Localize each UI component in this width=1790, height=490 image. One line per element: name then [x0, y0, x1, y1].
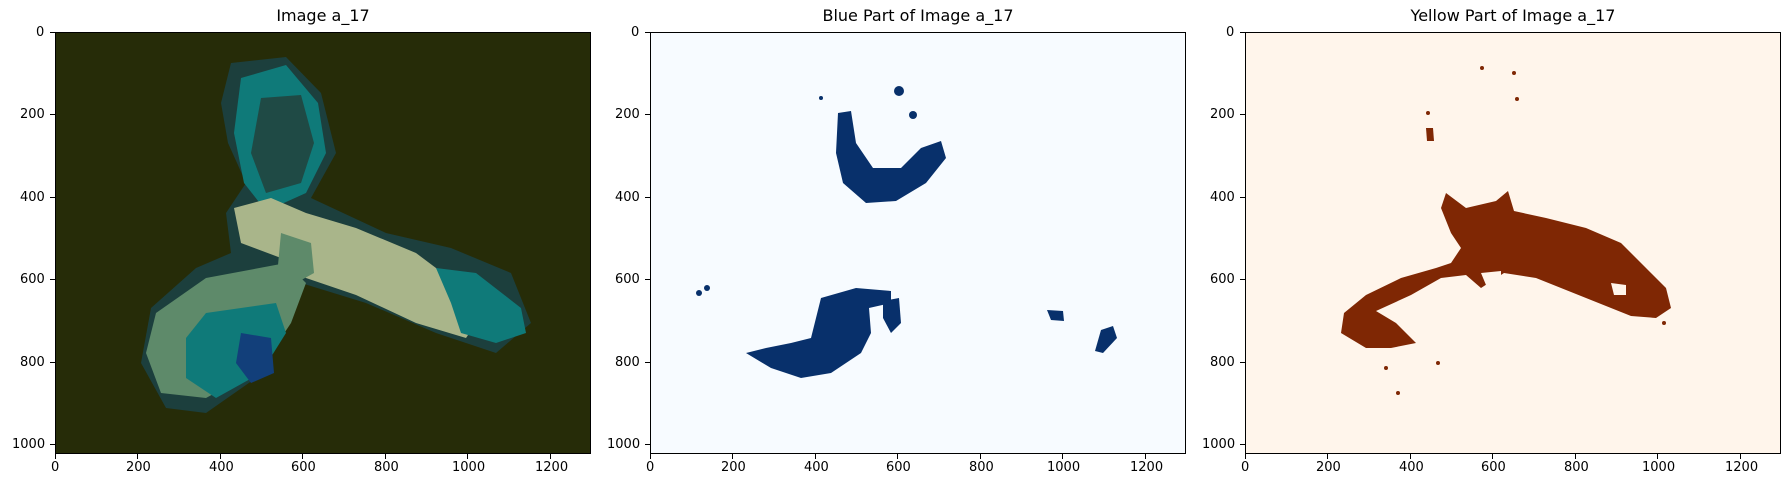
- x-tick-label: 1200: [1725, 460, 1759, 475]
- x-tick-label: 600: [291, 460, 316, 475]
- x-tick-mark: [550, 454, 551, 459]
- x-tick-label: 1200: [1130, 460, 1164, 475]
- x-tick-mark: [1740, 454, 1741, 459]
- y-tick-label: 0: [36, 25, 45, 40]
- y-tick-mark: [50, 444, 55, 445]
- x-tick-label: 800: [969, 460, 994, 475]
- x-tick-mark: [1245, 454, 1246, 459]
- x-tick-mark: [55, 454, 56, 459]
- x-tick-label: 200: [721, 460, 746, 475]
- x-tick-label: 600: [1481, 460, 1506, 475]
- y-tick-mark: [50, 197, 55, 198]
- y-tick-label: 1000: [1202, 437, 1236, 452]
- x-tick-label: 1000: [1642, 460, 1676, 475]
- x-tick-mark: [137, 454, 138, 459]
- x-tick-label: 400: [1399, 460, 1424, 475]
- y-tick-label: 200: [20, 107, 45, 122]
- x-tick-mark: [732, 454, 733, 459]
- y-tick-mark: [1240, 197, 1245, 198]
- y-tick-label: 400: [1210, 190, 1235, 205]
- y-tick-mark: [50, 114, 55, 115]
- y-tick-label: 400: [20, 190, 45, 205]
- y-tick-label: 400: [615, 190, 640, 205]
- y-tick-mark: [50, 32, 55, 33]
- x-tick-mark: [467, 454, 468, 459]
- panel-original-image: Image a_17 0 200 400 600 800 100: [0, 0, 600, 490]
- x-tick-mark: [1492, 454, 1493, 459]
- x-tick-mark: [1145, 454, 1146, 459]
- y-tick-mark: [645, 362, 650, 363]
- panel-blue-part: Blue Part of Image a_17 0 200 400 600 80…: [595, 0, 1195, 490]
- image-frame: [55, 32, 591, 454]
- y-tick-mark: [1240, 362, 1245, 363]
- x-tick-mark: [1062, 454, 1063, 459]
- y-tick-mark: [50, 362, 55, 363]
- x-tick-mark: [220, 454, 221, 459]
- panel-yellow-part: Yellow Part of Image a_17 0 200 400 600 …: [1190, 0, 1790, 490]
- x-tick-label: 0: [1241, 460, 1250, 475]
- x-tick-label: 200: [1316, 460, 1341, 475]
- x-tick-label: 800: [1564, 460, 1589, 475]
- image-frame: [1245, 32, 1781, 454]
- x-tick-mark: [302, 454, 303, 459]
- y-tick-label: 0: [1226, 25, 1235, 40]
- y-tick-label: 800: [1210, 355, 1235, 370]
- x-tick-mark: [1327, 454, 1328, 459]
- panel-title: Image a_17: [276, 6, 370, 25]
- panel-title: Yellow Part of Image a_17: [1410, 6, 1616, 25]
- x-tick-label: 1200: [535, 460, 569, 475]
- y-tick-label: 800: [615, 355, 640, 370]
- panel-title: Blue Part of Image a_17: [822, 6, 1014, 25]
- x-tick-label: 1000: [452, 460, 486, 475]
- y-tick-mark: [645, 444, 650, 445]
- y-tick-mark: [50, 279, 55, 280]
- y-tick-mark: [1240, 279, 1245, 280]
- x-tick-mark: [650, 454, 651, 459]
- y-tick-label: 600: [1210, 272, 1235, 287]
- y-tick-mark: [645, 279, 650, 280]
- segmented-cell-image: [56, 33, 590, 453]
- x-tick-label: 0: [51, 460, 60, 475]
- y-tick-label: 600: [615, 272, 640, 287]
- y-tick-mark: [1240, 114, 1245, 115]
- y-tick-label: 200: [615, 107, 640, 122]
- x-tick-mark: [1410, 454, 1411, 459]
- x-tick-mark: [897, 454, 898, 459]
- y-tick-label: 600: [20, 272, 45, 287]
- x-tick-label: 400: [209, 460, 234, 475]
- x-tick-mark: [815, 454, 816, 459]
- x-tick-mark: [980, 454, 981, 459]
- x-tick-label: 0: [646, 460, 655, 475]
- x-tick-label: 400: [804, 460, 829, 475]
- x-tick-label: 600: [886, 460, 911, 475]
- blue-part-mask: [651, 33, 1185, 453]
- y-tick-label: 1000: [607, 437, 641, 452]
- y-tick-mark: [1240, 32, 1245, 33]
- y-tick-label: 200: [1210, 107, 1235, 122]
- y-tick-label: 800: [20, 355, 45, 370]
- x-tick-mark: [1657, 454, 1658, 459]
- y-tick-label: 0: [631, 25, 640, 40]
- x-tick-mark: [385, 454, 386, 459]
- x-tick-label: 1000: [1047, 460, 1081, 475]
- y-tick-mark: [645, 197, 650, 198]
- y-tick-mark: [645, 114, 650, 115]
- yellow-part-mask: [1246, 33, 1780, 453]
- y-tick-label: 1000: [12, 437, 46, 452]
- x-tick-mark: [1575, 454, 1576, 459]
- x-tick-label: 800: [374, 460, 399, 475]
- x-tick-label: 200: [126, 460, 151, 475]
- y-tick-mark: [1240, 444, 1245, 445]
- y-tick-mark: [645, 32, 650, 33]
- image-frame: [650, 32, 1186, 454]
